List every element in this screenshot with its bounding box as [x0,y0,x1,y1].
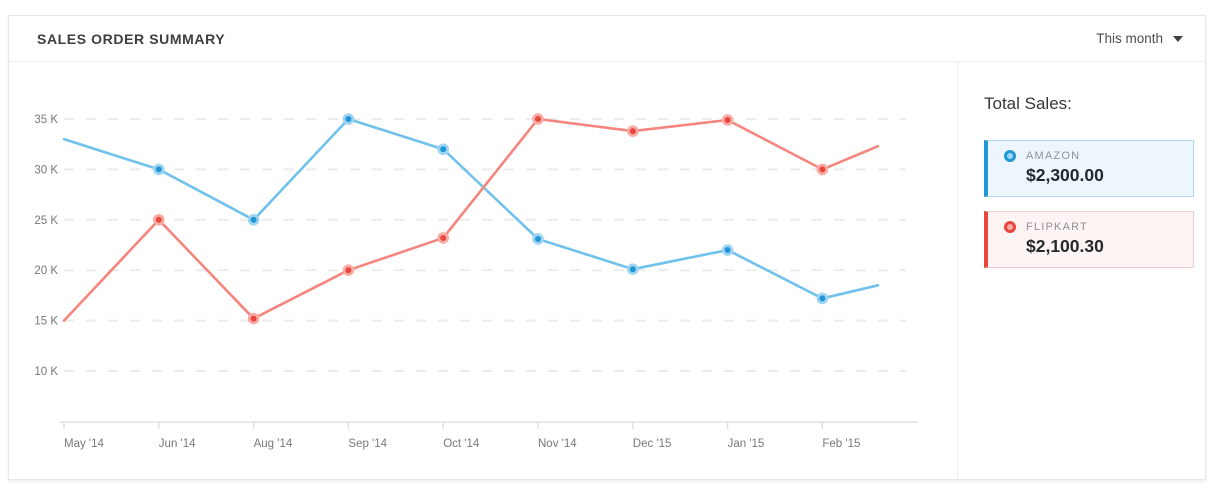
data-point-marker-amazon-nov14[interactable] [532,233,544,245]
chart-panel: 35 K 30 K 25 K 20 K 15 K 10 K May '14 Jun '14 Au… [9,62,957,479]
period-dropdown[interactable]: This month [1094,27,1185,50]
data-point-marker-amazon-sep14[interactable] [342,113,355,125]
series-line-amazon [62,117,880,300]
x-axis-label: Oct '14 [443,438,480,450]
data-point-marker-flipkart-oct14[interactable] [437,232,450,244]
card-header: SALES ORDER SUMMARY This month [9,16,1205,62]
y-axis-label: 20 K [34,265,58,277]
card-body: 35 K 30 K 25 K 20 K 15 K 10 K May '14 Jun '14 Au… [9,62,1205,479]
data-point-marker-flipkart-feb15[interactable] [816,163,829,176]
x-axis-label: May '14 [64,438,105,450]
flipkart-series-dot-icon [1004,221,1016,233]
legend-series-name: FLIPKART [1026,221,1088,233]
x-axis-label: Sep '14 [348,438,387,450]
y-axis-label: 10 K [34,366,58,378]
legend-series-total: $2,100.30 [1026,236,1104,256]
legend-card-flipkart[interactable]: FLIPKART $2,100.30 [984,211,1194,268]
period-dropdown-value: This month [1096,31,1163,46]
amazon-series-dot-icon [1004,150,1016,162]
data-point-marker-amazon-aug14[interactable] [247,214,260,226]
data-point-marker-flipkart-aug14[interactable] [247,312,260,325]
data-point-marker-flipkart-sep14[interactable] [342,264,355,277]
data-point-marker-amazon-jan15[interactable] [721,244,734,256]
x-axis-label: Aug '14 [254,438,293,450]
page-title: SALES ORDER SUMMARY [37,30,226,47]
x-axis-label: Feb '15 [822,438,860,450]
legend-card-header: FLIPKART [1004,221,1179,233]
y-axis-label: 30 K [34,164,58,176]
total-sales-heading: Total Sales: [984,94,1072,113]
x-axis-label: Jan '15 [728,438,765,450]
series-line-flipkart [62,117,880,322]
chevron-down-icon [1173,35,1183,42]
x-axis-label: Nov '14 [538,438,577,450]
data-point-marker-amazon-dec15[interactable] [626,263,639,275]
total-sales-panel: Total Sales: AMAZON $2,300.00 FLIPKART $… [957,62,1205,479]
x-axis-label: Dec '15 [633,438,672,450]
legend-series-total: $2,300.00 [1026,165,1104,185]
x-axis-label: Jun '14 [159,438,196,450]
legend-series-name: AMAZON [1026,150,1081,162]
data-point-marker-flipkart-nov14[interactable] [532,113,544,125]
data-point-marker-flipkart-jan15[interactable] [721,114,734,126]
data-point-marker-amazon-feb15[interactable] [816,292,829,305]
y-axis-label: 15 K [34,316,58,328]
legend-card-header: AMAZON [1004,150,1179,162]
data-point-marker-flipkart-dec15[interactable] [626,125,639,137]
sales-order-summary-card: SALES ORDER SUMMARY This month 35 K 30 K 2… [8,15,1206,480]
y-axis-label: 25 K [34,215,58,227]
sales-line-chart[interactable]: 35 K 30 K 25 K 20 K 15 K 10 K May '14 Jun '14 Au… [9,62,957,479]
data-point-marker-amazon-oct14[interactable] [437,143,450,156]
legend-card-amazon[interactable]: AMAZON $2,300.00 [984,140,1194,197]
data-point-marker-amazon-jun14[interactable] [153,163,165,176]
data-point-marker-flipkart-jun14[interactable] [153,214,165,226]
y-axis-label: 35 K [34,114,58,126]
